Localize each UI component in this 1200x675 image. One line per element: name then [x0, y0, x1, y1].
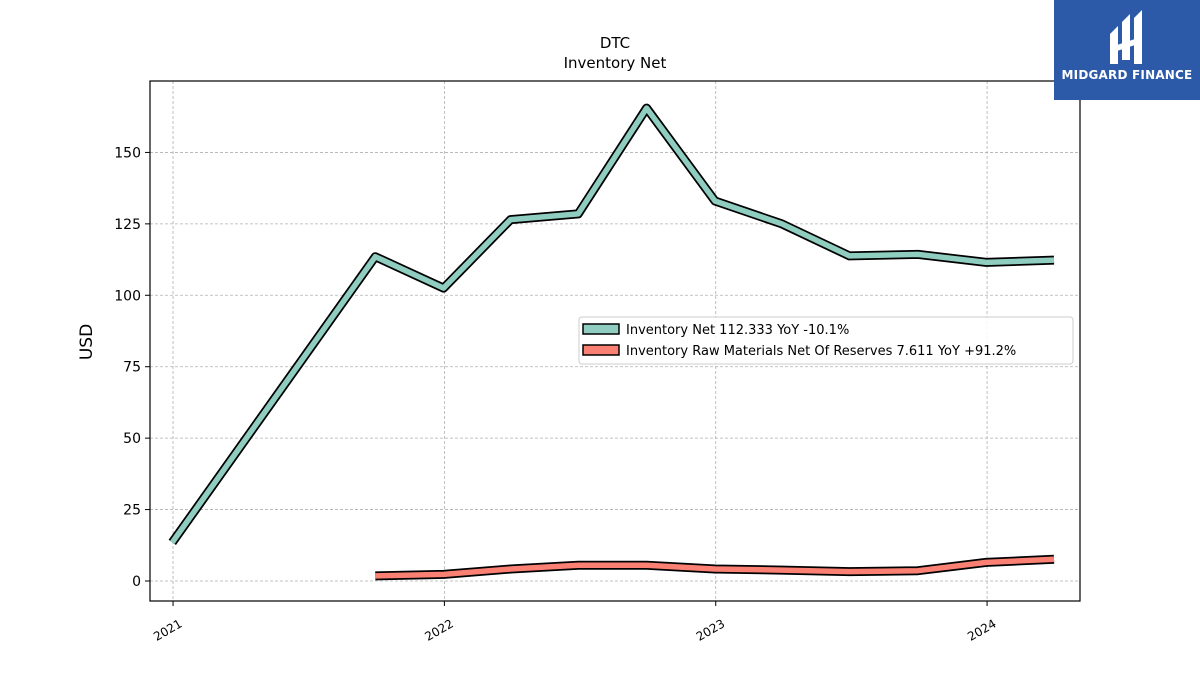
series-line: [170, 105, 1055, 544]
brand-logo: MIDGARD FINANCE: [1054, 0, 1200, 100]
y-tick-label: 75: [123, 360, 141, 376]
y-tick-label: 25: [123, 503, 141, 519]
legend-swatch: [582, 323, 620, 335]
y-tick-label: 100: [114, 288, 141, 304]
x-tick-label: 2023: [694, 616, 727, 643]
y-tick-label: 150: [114, 145, 141, 161]
x-axis-ticks: 2021 2022 2023 2024: [151, 601, 999, 644]
y-tick-label: 50: [123, 431, 141, 447]
grid-lines: [150, 81, 1080, 601]
plot-frame: [149, 80, 1081, 602]
legend-swatch: [582, 344, 620, 356]
legend-entry: Inventory Raw Materials Net Of Reserves …: [626, 344, 1016, 359]
x-tick-label: 2021: [151, 616, 184, 643]
series-line: [375, 556, 1055, 579]
logo-mark-icon: [1110, 10, 1142, 64]
series-group: [168, 103, 1055, 581]
y-tick-label: 125: [114, 217, 141, 233]
chart-title: DTC: [600, 34, 630, 52]
y-axis-label: USD: [77, 324, 97, 360]
legend-entry: Inventory Net 112.333 YoY -10.1%: [626, 323, 849, 338]
x-tick-label: 2022: [422, 616, 455, 643]
logo-text: MIDGARD FINANCE: [1061, 68, 1193, 82]
legend: Inventory Net 112.333 YoY -10.1% Inventor…: [578, 316, 1074, 365]
chart-subtitle: Inventory Net: [564, 54, 667, 72]
legend-box: [578, 316, 1074, 365]
y-axis-ticks: 0 25 50 75 100 125 150: [114, 145, 150, 590]
y-tick-label: 0: [132, 574, 141, 590]
x-tick-label: 2024: [965, 616, 998, 643]
